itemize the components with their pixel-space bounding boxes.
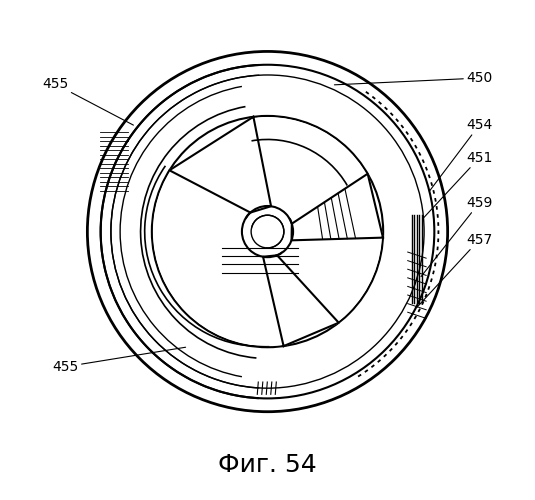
Text: 454: 454 bbox=[430, 118, 492, 191]
Polygon shape bbox=[154, 175, 284, 345]
Polygon shape bbox=[257, 118, 364, 218]
Text: 450: 450 bbox=[334, 71, 492, 85]
Text: 459: 459 bbox=[421, 196, 492, 276]
Text: 451: 451 bbox=[424, 151, 492, 218]
Text: Фиг. 54: Фиг. 54 bbox=[218, 453, 317, 477]
Text: 457: 457 bbox=[417, 233, 492, 308]
Text: 455: 455 bbox=[42, 77, 133, 125]
Polygon shape bbox=[282, 233, 381, 324]
Polygon shape bbox=[170, 117, 271, 212]
Polygon shape bbox=[292, 174, 383, 240]
Text: 455: 455 bbox=[52, 347, 186, 374]
Polygon shape bbox=[263, 256, 339, 346]
